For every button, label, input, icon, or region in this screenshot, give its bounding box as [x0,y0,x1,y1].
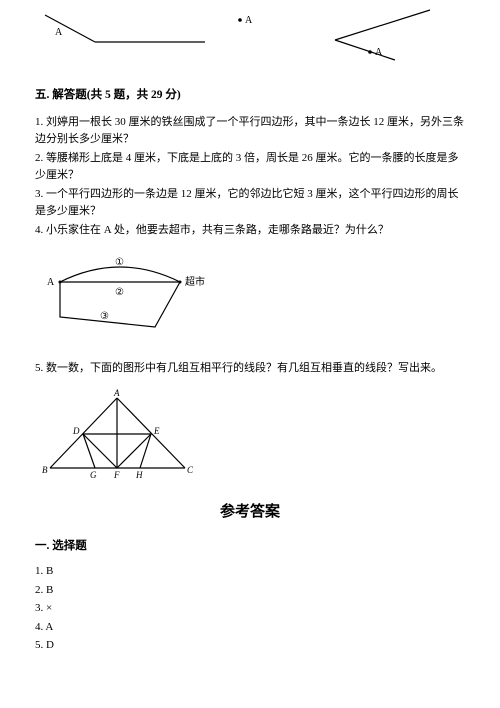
svg-text:D: D [72,426,80,436]
ans-5: 5. D [35,637,465,654]
answers-title: 参考答案 [35,501,465,524]
ans-3: 3. × [35,600,465,617]
ans-2: 2. B [35,582,465,599]
route-1-label: ① [115,257,124,268]
route-2-label: ② [115,287,124,298]
route-label-a: A [47,277,55,288]
top-angle-diagram: A A A [35,0,465,75]
answers-sub1: 一. 选择题 [35,538,465,555]
point-a-1: A [245,15,253,26]
q4-routes-diagram: A 超市 ① ② ③ [35,247,465,342]
route-3-label: ③ [100,311,109,322]
svg-text:B: B [42,465,48,475]
q4: 4. 小乐家住在 A 处，他要去超市，共有三条路，走哪条路最近？为什么？ [35,222,465,239]
q2: 2. 等腰梯形上底是 4 厘米，下底是上底的 3 倍，周长是 26 厘米。它的一… [35,150,465,183]
svg-text:E: E [153,426,160,436]
q1: 1. 刘婷用一根长 30 厘米的铁丝围成了一个平行四边形，其中一条边长 12 厘… [35,114,465,147]
section5-heading: 五. 解答题(共 5 题，共 29 分) [35,87,465,104]
q5-triangle-diagram: A B C D E F G H [35,386,465,481]
ans-1: 1. B [35,563,465,580]
q5: 5. 数一数，下面的图形中有几组互相平行的线段？有几组互相垂直的线段？写出来。 [35,360,465,377]
ans-4: 4. A [35,619,465,636]
angle-label-a: A [55,27,63,38]
svg-text:C: C [187,465,194,475]
q3: 3. 一个平行四边形的一条边是 12 厘米，它的邻边比它短 3 厘米，这个平行四… [35,186,465,219]
svg-text:H: H [135,470,143,480]
svg-text:G: G [90,470,97,480]
point-a-2: A [375,47,383,58]
svg-text:F: F [113,470,120,480]
route-label-shop: 超市 [185,275,205,288]
svg-text:A: A [113,388,120,398]
